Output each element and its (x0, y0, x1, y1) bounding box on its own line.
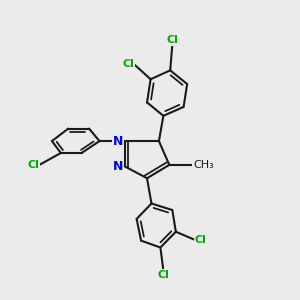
Text: N: N (113, 160, 123, 173)
Text: Cl: Cl (158, 270, 169, 280)
Text: CH₃: CH₃ (193, 160, 214, 170)
Text: Cl: Cl (195, 235, 206, 245)
Text: Cl: Cl (28, 160, 39, 170)
Text: N: N (113, 135, 123, 148)
Text: Cl: Cl (167, 35, 178, 45)
Text: Cl: Cl (122, 59, 134, 69)
